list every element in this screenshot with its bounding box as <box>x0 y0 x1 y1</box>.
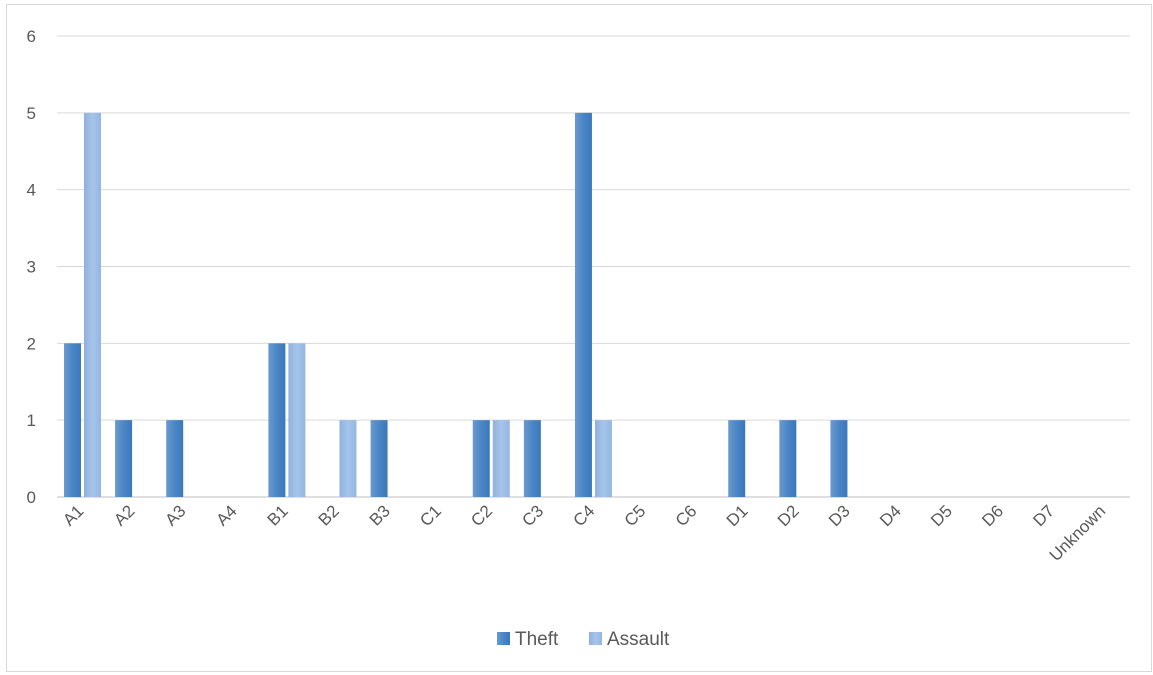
bar-theft-b1 <box>268 343 286 497</box>
y-tick-label: 1 <box>27 411 36 430</box>
legend-swatch-assault <box>589 632 602 645</box>
x-tick-label: C5 <box>621 501 650 530</box>
x-tick-label: D2 <box>774 501 803 530</box>
x-tick-label: B2 <box>315 501 343 529</box>
legend-swatch-theft <box>497 632 510 645</box>
y-tick-label: 6 <box>27 27 36 46</box>
x-tick-label: A2 <box>110 501 138 529</box>
x-tick-label: C4 <box>570 501 599 530</box>
y-tick-label: 2 <box>27 334 36 353</box>
x-tick-label: C2 <box>467 501 496 530</box>
x-tick-label: D1 <box>723 501 752 530</box>
legend-label-assault: Assault <box>607 629 670 650</box>
bar-assault-a1 <box>84 112 101 497</box>
x-tick-label: C1 <box>416 501 445 530</box>
bar-assault-b1 <box>288 343 306 497</box>
y-tick-label: 4 <box>27 181 36 200</box>
x-tick-label: A4 <box>213 501 241 529</box>
x-tick-label: D6 <box>978 501 1007 530</box>
bar-theft-c2 <box>472 420 490 497</box>
bar-assault-b2 <box>339 420 357 497</box>
x-tick-label: D3 <box>825 501 854 530</box>
bars <box>64 112 848 497</box>
bar-assault-c2 <box>492 420 510 497</box>
x-axis: A1 A2 A3 A4 B1 B2 B3 C1 C2 C3 C4 C5 C6 D1 D2 D3 D4 D5 D6 D7… <box>59 501 1109 565</box>
bar-theft-c3 <box>523 420 541 497</box>
x-tick-label: C6 <box>672 501 701 530</box>
bar-theft-c4 <box>574 112 592 497</box>
y-tick-label: 3 <box>27 258 36 277</box>
bar-theft-a3 <box>166 420 184 497</box>
gridlines <box>57 35 1130 498</box>
y-tick-label: 0 <box>27 488 36 507</box>
bar-theft-d1 <box>728 420 746 497</box>
x-tick-label: A3 <box>161 501 189 529</box>
bar-theft-a1 <box>64 343 81 497</box>
y-tick-label: 5 <box>27 104 36 123</box>
x-tick-label: D4 <box>876 501 905 530</box>
legend: Theft Assault <box>497 629 670 650</box>
y-axis: 0 1 2 3 4 5 6 <box>27 27 36 507</box>
x-tick-label: B3 <box>366 501 394 529</box>
bar-theft-b3 <box>370 420 388 497</box>
x-tick-label: A1 <box>59 501 87 529</box>
x-tick-label: Unknown <box>1046 501 1110 565</box>
bar-theft-d3 <box>830 420 848 497</box>
x-tick-label: D7 <box>1029 501 1058 530</box>
x-tick-label: C3 <box>518 501 547 530</box>
bar-theft-d2 <box>779 420 797 497</box>
x-tick-label: B1 <box>264 501 292 529</box>
bar-theft-a2 <box>115 420 133 497</box>
x-tick-label: D5 <box>927 501 956 530</box>
bar-assault-c4 <box>594 420 612 497</box>
legend-label-theft: Theft <box>515 629 559 650</box>
